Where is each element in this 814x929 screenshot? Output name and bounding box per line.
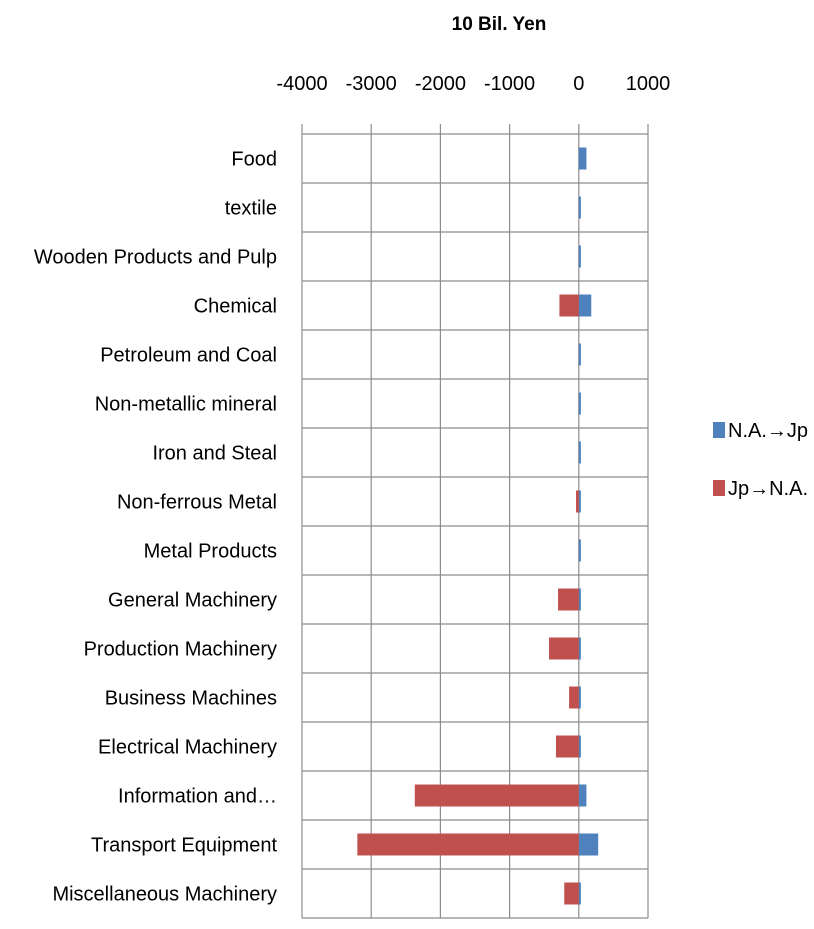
legend: N.A.→Jp Jp→N.A. [713, 420, 808, 500]
category-label: Transport Equipment [91, 835, 277, 857]
bar [357, 833, 579, 856]
chart-title: 10 Bil. Yen [452, 14, 547, 35]
x-tick-label: -4000 [276, 73, 327, 95]
bar [569, 686, 579, 709]
bar [578, 490, 581, 513]
category-label: Non-metallic mineral [95, 394, 277, 416]
bar [578, 343, 581, 366]
category-label: Information and… [118, 786, 277, 808]
bar [578, 588, 581, 611]
category-label: Non-ferrous Metal [117, 492, 277, 514]
bar [555, 735, 579, 758]
category-labels: Food textile Wooden Products and Pulp Chemi… [34, 149, 278, 906]
bar [578, 147, 587, 170]
category-label: Chemical [194, 296, 277, 318]
category-label: General Machinery [108, 590, 277, 612]
category-label: Wooden Products and Pulp [34, 247, 277, 269]
bar [578, 539, 581, 562]
bar [549, 637, 579, 660]
x-tick-label: -3000 [346, 73, 397, 95]
legend-label: N.A.→Jp [728, 420, 808, 442]
bar [578, 196, 581, 219]
category-label: Production Machinery [84, 639, 277, 661]
x-tick-label: -2000 [415, 73, 466, 95]
bar [578, 245, 581, 268]
bar [578, 882, 581, 905]
legend-label: Jp→N.A. [728, 478, 808, 500]
x-tick-label: 0 [573, 73, 584, 95]
bar [558, 588, 579, 611]
bars [357, 147, 599, 905]
bar [578, 392, 581, 415]
legend-swatch [713, 480, 725, 496]
bar [578, 637, 581, 660]
category-label: Food [231, 149, 277, 171]
bar [414, 784, 579, 807]
category-label: Miscellaneous Machinery [52, 884, 277, 906]
bar [578, 294, 592, 317]
legend-swatch [713, 422, 725, 438]
bar [564, 882, 579, 905]
bar [578, 686, 581, 709]
gridlines [301, 124, 649, 919]
category-label: Metal Products [144, 541, 277, 563]
category-label: Iron and Steal [152, 443, 277, 465]
bar [578, 784, 587, 807]
category-label: Petroleum and Coal [100, 345, 277, 367]
bar [559, 294, 579, 317]
category-label: textile [225, 198, 277, 220]
bar [578, 833, 599, 856]
bar [578, 441, 581, 464]
category-label: Electrical Machinery [98, 737, 277, 759]
bar [578, 735, 581, 758]
x-tick-label: -1000 [484, 73, 535, 95]
category-label: Business Machines [105, 688, 277, 710]
bar [576, 490, 579, 513]
x-tick-label: 1000 [626, 73, 671, 95]
x-axis-ticks: -4000 -3000 -2000 -1000 0 1000 [276, 73, 670, 95]
